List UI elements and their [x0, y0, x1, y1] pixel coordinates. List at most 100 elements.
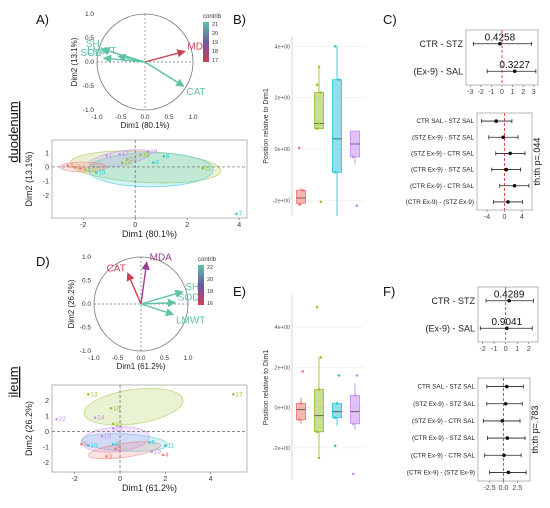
point-label: 8 — [115, 441, 119, 448]
box-point — [333, 416, 337, 419]
score-point — [86, 393, 90, 396]
legend-title: contrib — [198, 257, 217, 263]
score-point — [105, 154, 108, 157]
box-iqr — [332, 79, 342, 173]
point-label: 3 — [77, 164, 81, 171]
legend-tick: 16 — [207, 301, 213, 307]
loading-arrow-sh — [140, 289, 184, 305]
plot-frame — [477, 286, 539, 343]
x-tick-label: -0.5 — [112, 355, 124, 362]
x-axis-label: Dim1 (61.2%) — [117, 362, 166, 371]
x-tick-label: -1.0 — [88, 355, 100, 362]
box-point — [299, 402, 303, 405]
y-tick-label: 0e+00 — [275, 147, 290, 153]
x-tick-label: 0 — [118, 476, 122, 483]
y-tick-label: 4e+00 — [275, 44, 290, 50]
box-point — [317, 456, 321, 460]
x-tick-label: 2 — [521, 89, 525, 96]
y-tick-label: -2 — [43, 460, 49, 467]
box-point — [315, 430, 319, 434]
score-point — [111, 427, 115, 430]
score-point — [114, 447, 117, 450]
point-label: 12 — [88, 167, 96, 174]
chart-a-variable-circle: -1.0 -0.5 0.0 0.5 1.0 -1.0 -0.5 0.0 0.5 1.0 Dim1 (… — [70, 11, 222, 130]
score-point — [146, 150, 150, 153]
box-point — [333, 444, 337, 448]
variable-label-cat: CAT — [107, 263, 126, 274]
x-axis-label: Dim1 (61.2%) — [122, 483, 177, 493]
x-tick-label: -2 — [478, 89, 484, 96]
chart-f-forest-bottom: CTR SAL - STZ SAL (STZ Ex-9) - STZ SAL (ST… — [407, 377, 540, 492]
score-point — [162, 155, 166, 158]
x-axis-label: Dim1 (80.1%) — [121, 121, 170, 130]
box-point — [333, 44, 337, 48]
x-tick-label: 0.0 — [136, 355, 145, 362]
point-label: 18 — [104, 433, 112, 440]
y-tick-label: 0 — [45, 429, 49, 436]
y-tick-label: -2 — [43, 193, 49, 200]
point-label: 14 — [124, 160, 132, 167]
y-tick-label: -2e+00 — [273, 446, 290, 452]
confidence-ellipse — [88, 149, 151, 168]
x-tick-label: -4 — [484, 214, 490, 221]
box-point — [319, 356, 323, 359]
confidence-ellipse — [88, 441, 161, 460]
x-tick-label: 1.0 — [183, 355, 192, 362]
score-point — [164, 444, 167, 447]
point-label: 16 — [113, 405, 121, 412]
score-point — [94, 171, 98, 174]
score-point — [84, 168, 88, 172]
legend-tick: 20 — [207, 277, 213, 283]
y-tick-label: 0e+00 — [275, 406, 290, 412]
point-label: 7 — [239, 211, 243, 218]
y-axis-label: Dim2 (26.2%) — [24, 401, 34, 456]
estimate-point — [504, 167, 509, 172]
box-iqr — [350, 395, 360, 425]
y-tick-label: 1 — [45, 150, 49, 157]
point-label: 8 — [155, 160, 159, 167]
score-point — [109, 407, 113, 410]
y-tick-label: 0.5 — [85, 35, 94, 42]
y-axis-label: Position relative to Dim1 — [263, 88, 270, 164]
y-axis-label: Dim2 (26.2%) — [67, 279, 76, 328]
estimate-point — [508, 151, 512, 156]
y-tick-label: 0 — [45, 164, 49, 171]
row-label: CTR - STZ — [420, 39, 464, 49]
point-label: 2 — [83, 441, 87, 448]
point-label: 4 — [83, 165, 87, 172]
loading-arrow-lmwt — [140, 303, 175, 317]
score-point — [120, 161, 124, 164]
score-point — [148, 441, 151, 444]
estimate-point — [512, 183, 517, 188]
score-point — [161, 453, 165, 457]
variable-label-sod: SOD — [81, 48, 103, 59]
value-label: 0.4258 — [485, 32, 516, 43]
y-tick-label: 2e+00 — [275, 365, 290, 371]
estimate-point — [506, 470, 511, 475]
contrib-colorbar — [203, 22, 209, 62]
x-tick-label: -0.5 — [115, 114, 127, 121]
score-point — [232, 393, 235, 396]
box-point — [301, 188, 305, 192]
score-point — [235, 212, 238, 216]
legend-tick: 17 — [212, 58, 218, 64]
box-point — [351, 472, 355, 476]
x-tick-label: 0.0 — [499, 485, 509, 492]
box-point — [317, 388, 321, 391]
score-point — [152, 161, 155, 164]
point-label: 4 — [165, 452, 169, 459]
estimate-point — [503, 401, 508, 406]
point-label: 1 — [109, 153, 113, 160]
x-tick-label: 0.0 — [140, 114, 149, 121]
chart-b-boxplot: 4e+00 2e+00 0e+00 -2e+00 Position relative t… — [263, 36, 364, 216]
row-label: (CTR Ex-9) - CTR SAL — [411, 452, 476, 459]
variable-label-mda: MDA — [150, 253, 173, 264]
x-tick-label: 4 — [209, 476, 213, 483]
score-point — [86, 444, 90, 447]
value-label: 0.3227 — [499, 60, 530, 71]
x-tick-label: -2 — [72, 476, 78, 483]
y-tick-label: -1 — [43, 445, 49, 452]
box-iqr — [332, 403, 342, 419]
